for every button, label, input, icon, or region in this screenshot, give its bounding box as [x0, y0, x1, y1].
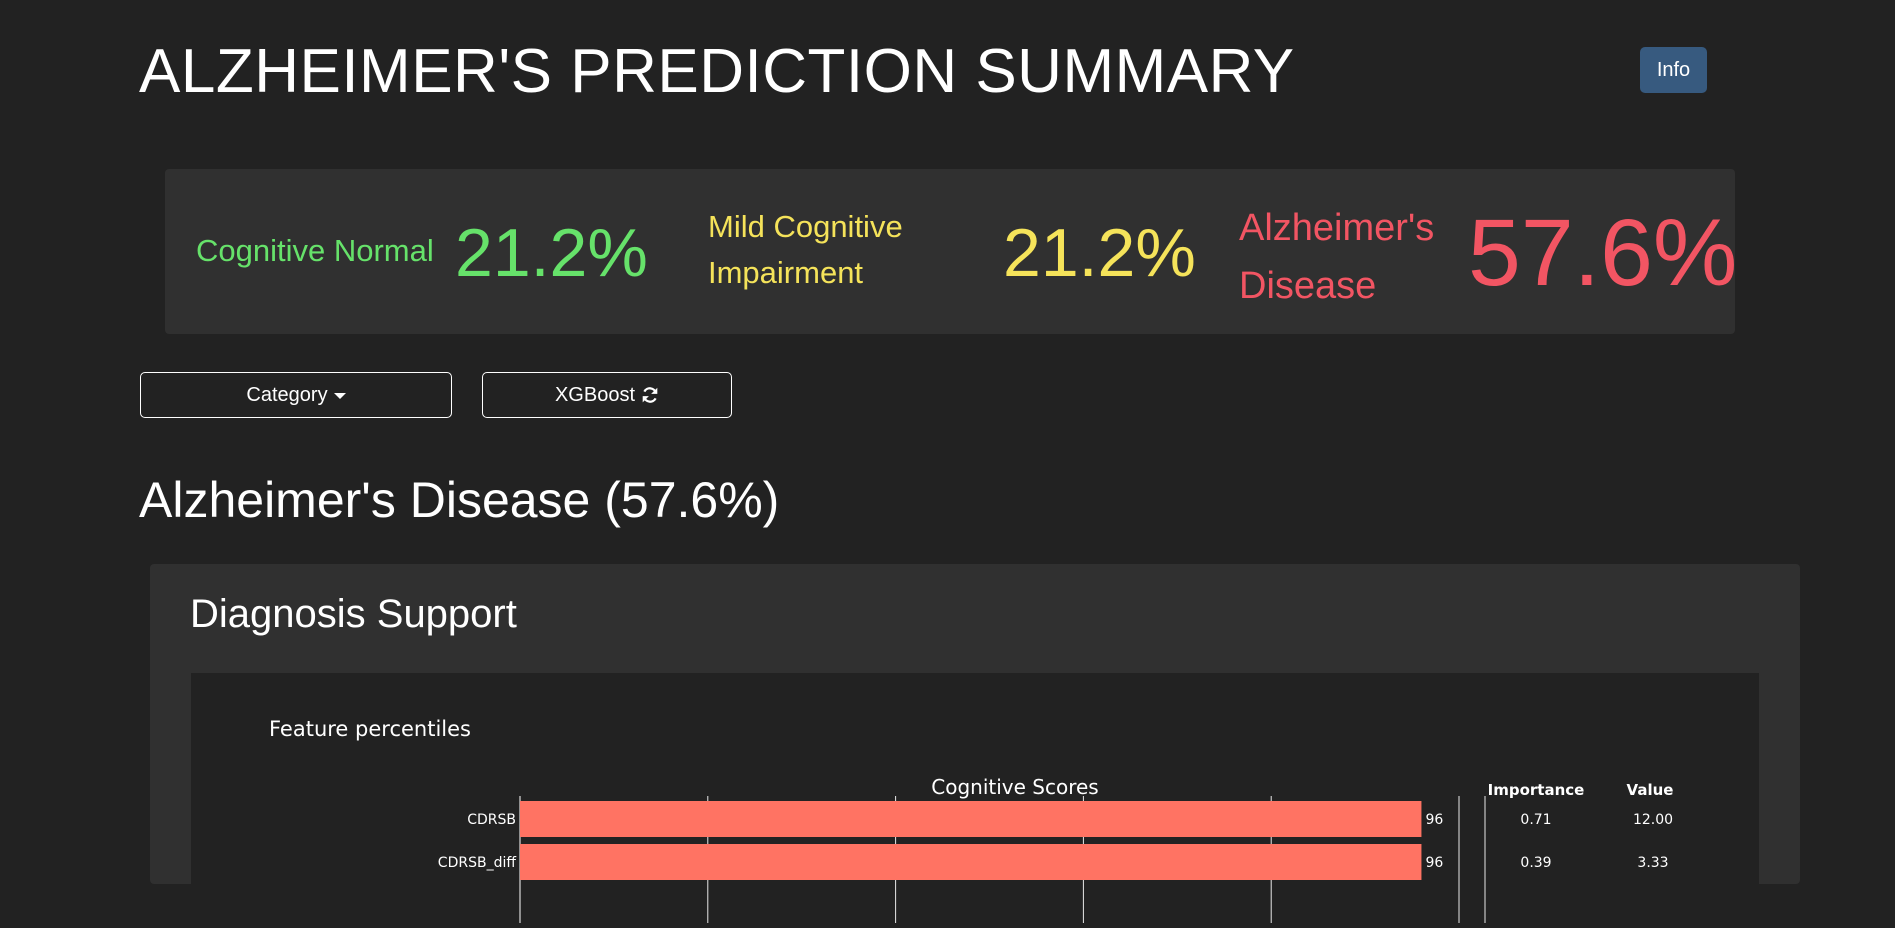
- diagnosis-support-card: Diagnosis Support Feature percentiles Co…: [150, 564, 1800, 928]
- prediction-section-title: Alzheimer's Disease (57.6%): [139, 472, 780, 528]
- percentile-label: 96: [1425, 812, 1443, 828]
- diagnosis-support-title: Diagnosis Support: [190, 592, 517, 636]
- feature-percentiles-plot[interactable]: Feature percentiles Cognitive Scores Imp…: [191, 673, 1759, 928]
- chart-subtitle: Cognitive Scores: [931, 775, 1098, 799]
- prediction-summary-card: Cognitive Normal 21.2% Mild Cognitive Im…: [165, 169, 1738, 334]
- caret-down-icon: [333, 393, 346, 399]
- importance-cell: 0.71: [1520, 812, 1551, 828]
- category-dropdown-label: Category: [246, 383, 328, 406]
- mci-label-line1: Mild Cognitive: [708, 209, 903, 244]
- value-cell: 3.33: [1637, 855, 1668, 871]
- feature-bar: [520, 844, 1422, 880]
- importance-cell: 0.39: [1520, 855, 1551, 871]
- ad-label-line1: Alzheimer's: [1239, 207, 1435, 249]
- mci-percent: 21.2%: [1003, 215, 1196, 291]
- info-button[interactable]: Info: [1640, 47, 1707, 93]
- model-label: XGBoost: [554, 383, 636, 406]
- chart-title: Feature percentiles: [269, 717, 471, 741]
- percentile-label: 96: [1425, 855, 1443, 871]
- feature-label: CDRSB: [467, 812, 516, 828]
- page-title: ALZHEIMER'S PREDICTION SUMMARY: [139, 37, 1295, 106]
- value-column-header: Value: [1627, 781, 1674, 799]
- alzheimers-disease-percent: 57.6%: [1468, 200, 1738, 306]
- importance-column-header: Importance: [1488, 781, 1585, 799]
- model-refresh-button[interactable]: XGBoost: [482, 372, 732, 418]
- refresh-icon: [642, 387, 658, 403]
- feature-percentiles-chart: Feature percentiles Cognitive Scores Imp…: [269, 717, 1674, 928]
- value-cell: 12.00: [1633, 812, 1673, 828]
- feature-bar: [520, 801, 1422, 837]
- ad-label-line2: Disease: [1239, 265, 1377, 307]
- cognitive-normal-label: Cognitive Normal: [196, 233, 434, 268]
- feature-label: CDRSB_diff: [438, 855, 517, 871]
- alzheimers-disease-label: Alzheimer's Disease: [1239, 199, 1434, 315]
- cognitive-normal-percent: 21.2%: [455, 215, 648, 291]
- mci-label-line2: Impairment: [708, 255, 864, 290]
- category-dropdown[interactable]: Category: [140, 372, 452, 418]
- mci-label: Mild Cognitive Impairment: [708, 204, 903, 296]
